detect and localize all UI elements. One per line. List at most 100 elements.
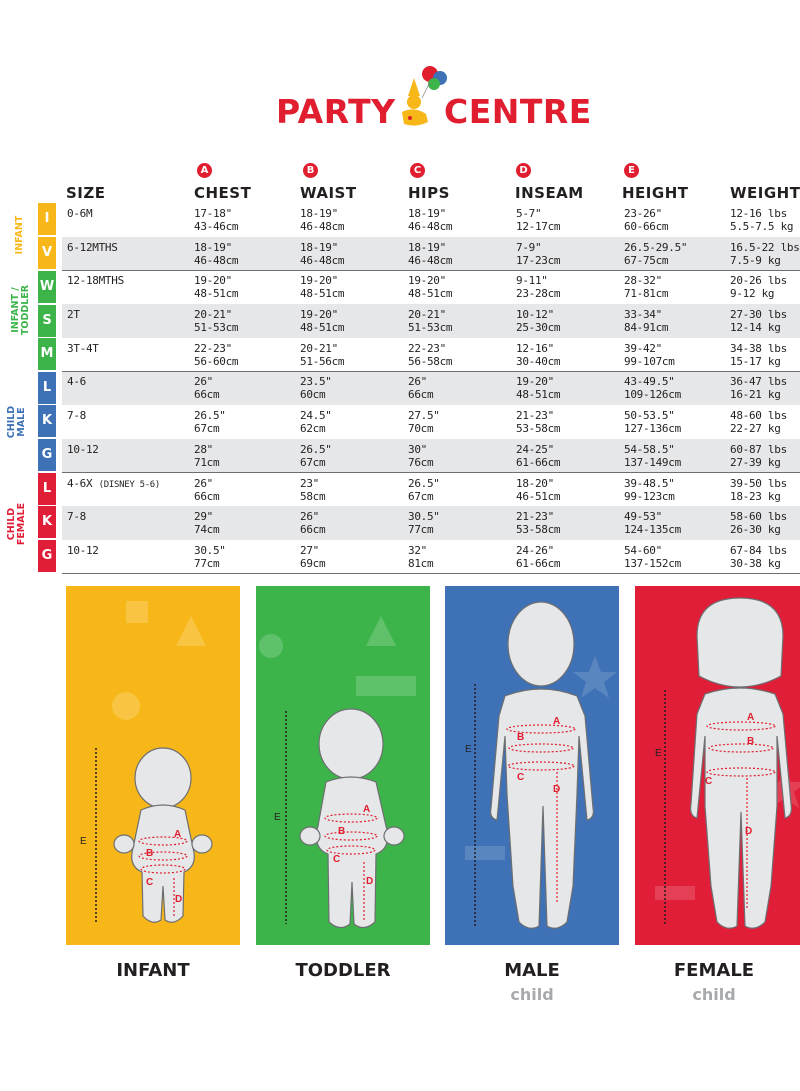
size-letter-g-female: G [38, 540, 56, 572]
size-letter-w: W [38, 271, 56, 303]
cell-weight-kg: 5.5-7.5 kg [730, 220, 794, 233]
cell-inseam-in: 10-12" [516, 308, 554, 322]
size-letter-k-male: K [38, 405, 56, 437]
measure-label-e: E [80, 836, 87, 847]
size-letter-l-female: L [38, 473, 56, 505]
cell-hips-cm: 77cm [408, 523, 434, 537]
group-divider [62, 270, 800, 271]
cell-chest-in: 19-20" [194, 274, 232, 288]
toddler-figure-panel: A B C D E [256, 586, 430, 945]
table-row: 10-12 28" 71cm 26.5" 67cm 30" 76cm 24-25" 61… [62, 438, 800, 473]
cell-waist-in: 23" [300, 476, 319, 490]
toddler-silhouette [259, 616, 416, 929]
column-letter-c: C [410, 163, 425, 178]
cell-hips-in: 32" [408, 543, 427, 557]
cell-chest-in: 20-21" [194, 308, 232, 322]
cell-hips-in: 30.5" [408, 510, 440, 524]
table-row: 12-18MTHS 19-20" 48-51cm 19-20" 48-51cm 19… [62, 270, 800, 304]
cell-inseam-in: 18-20" [516, 476, 554, 490]
cell-height-cm: 84-91cm [624, 321, 669, 335]
measure-label-c: C [146, 877, 154, 888]
cell-chest-cm: 77cm [194, 556, 220, 570]
table-row: 4-6 26" 66cm 23.5" 60cm 26" 66cm 19-20" 48-5… [62, 371, 800, 406]
cell-height-in: 26.5-29.5" [624, 240, 688, 254]
cell-waist-in: 19-20" [300, 308, 338, 322]
cell-waist-cm: 62cm [300, 422, 326, 436]
cell-inseam-in: 5-7" [516, 207, 542, 220]
cell-hips-cm: 48-51cm [408, 287, 453, 301]
measure-label-a: A [553, 716, 561, 727]
cell-inseam-cm: 30-40cm [516, 354, 561, 368]
size-letter-v: V [38, 237, 56, 269]
cell-chest-in: 17-18" [194, 207, 232, 220]
cell-waist-in: 24.5" [300, 409, 332, 423]
table-row: 4-6X (DISNEY 5-6) 26" 66cm 23" 58cm 26.5" 6… [62, 473, 800, 507]
cell-waist-in: 26.5" [300, 442, 332, 456]
cell-weight-lbs: 20-26 lbs [730, 274, 787, 288]
logo-word-centre: CENTRE [444, 92, 592, 131]
table-row: 7-8 26.5" 67cm 24.5" 62cm 27.5" 70cm 21-23"… [62, 405, 800, 439]
cell-hips-cm: 56-58cm [408, 354, 453, 368]
logo-word-party: PARTY [276, 92, 396, 131]
cell-height-in: 43-49.5" [624, 375, 675, 389]
cell-chest-cm: 66cm [194, 489, 220, 503]
cell-height-cm: 71-81cm [624, 287, 669, 301]
cell-height-in: 54-60" [624, 543, 662, 557]
cell-hips-in: 30" [408, 442, 427, 456]
measure-label-a: A [747, 712, 755, 723]
cell-waist-cm: 66cm [300, 523, 326, 537]
cell-height-in: 49-53" [624, 510, 662, 524]
cell-weight-lbs: 12-16 lbs [730, 207, 787, 220]
cell-inseam-in: 19-20" [516, 375, 554, 389]
column-letter-a: A [197, 163, 212, 178]
size-letter-m: M [38, 338, 56, 370]
cell-height-cm: 124-135cm [624, 523, 681, 537]
cell-height-cm: 60-66cm [624, 220, 669, 233]
table-row: 2T 20-21" 51-53cm 19-20" 48-51cm 20-21" 51-… [62, 304, 800, 338]
measure-label-c: C [333, 854, 341, 865]
cell-waist-in: 27" [300, 543, 319, 557]
cell-height-in: 39-48.5" [624, 476, 675, 490]
group-label-infant: INFANT [14, 215, 25, 255]
measure-label-b: B [338, 826, 346, 837]
cell-inseam-cm: 23-28cm [516, 287, 561, 301]
cell-hips-cm: 81cm [408, 556, 434, 570]
cell-waist-cm: 51-56cm [300, 354, 345, 368]
cell-chest-in: 26" [194, 476, 213, 490]
size-letter-g-male: G [38, 439, 56, 471]
cell-waist-cm: 69cm [300, 556, 326, 570]
cell-hips-cm: 76cm [408, 455, 434, 469]
cell-weight-lbs: 34-38 lbs [730, 341, 787, 355]
cell-weight-kg: 22-27 kg [730, 422, 781, 436]
cell-size: 12-18MTHS [67, 274, 124, 288]
measure-label-d: D [553, 784, 561, 795]
cell-inseam-in: 21-23" [516, 510, 554, 524]
cell-chest-in: 30.5" [194, 543, 226, 557]
group-label-child-male: CHILD MALE [6, 405, 27, 439]
header-size: SIZE [66, 184, 106, 202]
cell-inseam-cm: 53-58cm [516, 523, 561, 537]
cell-hips-cm: 46-48cm [408, 220, 453, 233]
male-silhouette [465, 601, 617, 929]
cell-height-in: 54-58.5" [624, 442, 675, 456]
cell-inseam-in: 9-11" [516, 274, 548, 288]
header-height: HEIGHT [622, 184, 689, 202]
caption-toddler: TODDLER [295, 960, 391, 981]
cell-weight-kg: 18-23 kg [730, 489, 781, 503]
measure-label-e: E [274, 812, 281, 823]
cell-weight-lbs: 58-60 lbs [730, 510, 787, 524]
column-letter-b: B [303, 163, 318, 178]
cell-weight-lbs: 48-60 lbs [730, 409, 787, 423]
cell-chest-in: 26" [194, 375, 213, 389]
cell-size: 10-12 [67, 543, 99, 557]
measure-label-c: C [705, 776, 713, 787]
size-letter-i: I [38, 203, 56, 235]
caption-male: MALE [504, 960, 560, 981]
cell-size: 7-8 [67, 510, 86, 524]
cell-height-cm: 109-126cm [624, 388, 681, 402]
cell-chest-cm: 46-48cm [194, 253, 239, 267]
cell-height-cm: 137-152cm [624, 556, 681, 570]
cell-weight-kg: 9-12 kg [730, 287, 775, 301]
header-inseam: INSEAM [515, 184, 584, 202]
cell-hips-in: 27.5" [408, 409, 440, 423]
